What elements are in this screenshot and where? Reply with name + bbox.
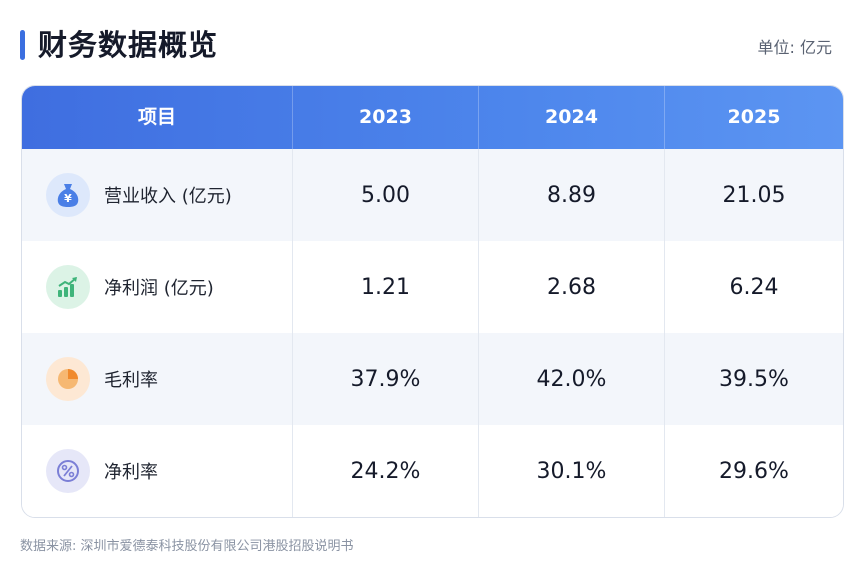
column-header-2024: 2024 xyxy=(479,86,665,149)
page-title: 财务数据概览 xyxy=(38,28,219,62)
column-header-item: 项目 xyxy=(22,86,293,149)
column-header-2023: 2023 xyxy=(293,86,479,149)
value-cell: 30.1% xyxy=(479,425,665,517)
row-label-cell: ¥ 营业收入 (亿元) xyxy=(22,149,293,241)
table-body: ¥ 营业收入 (亿元) 5.00 8.89 21.05 xyxy=(22,149,843,517)
pie-chart-icon xyxy=(46,357,90,401)
value-cell: 39.5% xyxy=(719,366,789,392)
value-cell: 42.0% xyxy=(479,333,665,425)
value-cell: 1.21 xyxy=(293,241,479,333)
row-label: 毛利率 xyxy=(104,370,158,391)
source-note: 数据来源: 深圳市爱德泰科技股份有限公司港股招股说明书 xyxy=(20,539,354,554)
column-header-2025: 2025 xyxy=(727,106,781,128)
table-row-revenue: ¥ 营业收入 (亿元) 5.00 8.89 21.05 xyxy=(22,149,843,241)
value-cell: 29.6% xyxy=(719,458,789,484)
row-label: 净利润 (亿元) xyxy=(104,278,214,299)
row-label-cell: 净利率 xyxy=(22,425,293,517)
value-cell: 8.89 xyxy=(479,149,665,241)
value-cell: 24.2% xyxy=(293,425,479,517)
table-header-row: 项目 2023 2024 2025 xyxy=(22,86,843,149)
money-bag-icon: ¥ xyxy=(46,173,90,217)
value-cell: 21.05 xyxy=(722,182,786,208)
value-cell: 5.00 xyxy=(293,149,479,241)
financial-table: 项目 2023 2024 2025 ¥ 营业收入 (亿元) 5.00 8.89 … xyxy=(21,85,844,518)
percent-icon xyxy=(46,449,90,493)
unit-label: 单位: 亿元 xyxy=(757,38,832,57)
value-cell: 37.9% xyxy=(293,333,479,425)
table-row-gross-margin: 毛利率 37.9% 42.0% 39.5% xyxy=(22,333,843,425)
value-cell: 6.24 xyxy=(729,274,779,300)
value-cell: 2.68 xyxy=(479,241,665,333)
row-label: 营业收入 (亿元) xyxy=(104,186,232,207)
svg-text:¥: ¥ xyxy=(64,192,72,205)
table-row-net-profit: 净利润 (亿元) 1.21 2.68 6.24 xyxy=(22,241,843,333)
row-label-cell: 净利润 (亿元) xyxy=(22,241,293,333)
title-accent-bar xyxy=(20,30,25,60)
row-label-cell: 毛利率 xyxy=(22,333,293,425)
rising-bar-chart-icon xyxy=(46,265,90,309)
table-row-net-margin: 净利率 24.2% 30.1% 29.6% xyxy=(22,425,843,517)
header: 财务数据概览 单位: 亿元 xyxy=(20,26,844,66)
row-label: 净利率 xyxy=(104,462,158,483)
